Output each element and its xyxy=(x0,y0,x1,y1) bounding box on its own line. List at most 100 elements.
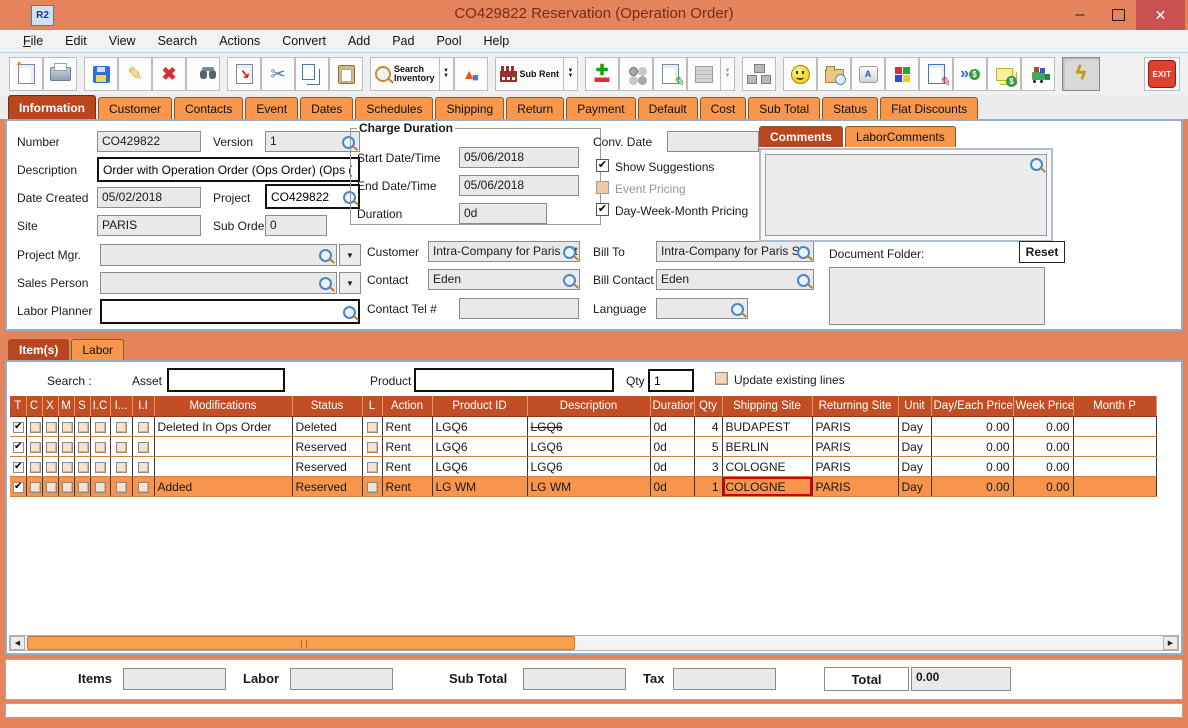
description-input[interactable] xyxy=(97,157,360,182)
product-input[interactable] xyxy=(414,368,614,392)
menu-convert[interactable]: Convert xyxy=(282,34,326,48)
shortcut-key-button[interactable]: A xyxy=(851,57,886,91)
cell-week-price[interactable]: 0.00 xyxy=(1013,416,1074,437)
cell-description[interactable]: LGQ6 xyxy=(527,436,651,457)
col-l[interactable]: L xyxy=(362,396,383,417)
row-checkbox-x[interactable] xyxy=(45,481,57,493)
print-button[interactable] xyxy=(43,57,77,91)
row-checkbox-s[interactable] xyxy=(77,481,89,493)
col-c[interactable]: C xyxy=(26,396,43,417)
menu-view[interactable]: View xyxy=(108,34,136,48)
delivery-truck-button[interactable] xyxy=(1021,57,1056,91)
language-field[interactable] xyxy=(656,298,748,319)
table-row[interactable]: Reserved Rent LGQ6 LGQ6 0d 3 COLOGNE PAR… xyxy=(10,456,1157,477)
menu-file[interactable]: File xyxy=(23,34,44,48)
customer-field[interactable]: Intra-Company for Paris Sit xyxy=(428,241,580,262)
tab-status[interactable]: Status xyxy=(822,97,879,119)
qty-input[interactable] xyxy=(648,369,694,392)
language-search-icon[interactable] xyxy=(731,303,1177,319)
bill-contact-search-icon[interactable] xyxy=(797,274,1177,290)
tab-shipping[interactable]: Shipping xyxy=(435,97,505,119)
table-row[interactable]: Deleted In Ops Order Deleted Rent LGQ6 L… xyxy=(10,416,1157,437)
scroll-right-button[interactable]: ▶ xyxy=(1163,636,1178,650)
contact-tel-field[interactable] xyxy=(459,298,579,319)
version-field[interactable]: 1 xyxy=(265,131,360,152)
cell-status[interactable]: Reserved xyxy=(292,456,363,477)
tab-customer[interactable]: Customer xyxy=(98,97,173,119)
row-checkbox-t[interactable] xyxy=(13,421,24,433)
sub-rent-dropdown[interactable]: ▼ ▼ xyxy=(564,57,579,91)
col-week-price[interactable]: Week Price xyxy=(1013,396,1074,417)
col-x[interactable]: X xyxy=(42,396,59,417)
row-checkbox-l[interactable] xyxy=(366,441,378,453)
cell-week-price[interactable]: 0.00 xyxy=(1013,436,1074,457)
cell-description[interactable]: LGQ6 xyxy=(527,456,651,477)
project-input[interactable] xyxy=(265,184,360,209)
row-checkbox-c[interactable] xyxy=(29,461,41,473)
menu-search[interactable]: Search xyxy=(157,34,198,48)
project-mgr-search-icon[interactable] xyxy=(319,249,1177,265)
row-checkbox-i[interactable] xyxy=(115,421,127,433)
tab-schedules[interactable]: Schedules xyxy=(355,97,434,119)
cell-product-id[interactable]: LGQ6 xyxy=(432,456,528,477)
cell-modifications[interactable]: Added xyxy=(154,476,293,497)
hierarchy-button[interactable] xyxy=(742,57,777,91)
contact-search-icon[interactable] xyxy=(563,274,1177,290)
cell-week-price[interactable]: 0.00 xyxy=(1013,476,1074,497)
cell-shipping-site-selected[interactable]: COLOGNE xyxy=(722,476,813,497)
row-checkbox-ic[interactable] xyxy=(94,441,106,453)
tab-payment[interactable]: Payment xyxy=(566,97,636,119)
bill-to-field[interactable]: Intra-Company for Paris Sit xyxy=(656,241,814,262)
tab-items[interactable]: Item(s) xyxy=(8,339,70,360)
cell-qty[interactable]: 5 xyxy=(694,436,723,457)
row-checkbox-c[interactable] xyxy=(29,481,41,493)
menu-actions[interactable]: Actions xyxy=(219,34,261,48)
labor-planner-input[interactable] xyxy=(100,299,360,324)
cell-day-each-price[interactable]: 0.00 xyxy=(931,476,1014,497)
row-checkbox-s[interactable] xyxy=(77,421,89,433)
cell-modifications[interactable] xyxy=(154,436,293,457)
tab-flat-discounts[interactable]: Flat Discounts xyxy=(880,97,979,119)
col-duration[interactable]: Duration xyxy=(650,396,695,417)
row-checkbox-x[interactable] xyxy=(45,441,57,453)
row-checkbox-s[interactable] xyxy=(77,441,89,453)
cell-duration[interactable]: 0d xyxy=(650,436,695,457)
cut-button[interactable]: ✂ xyxy=(261,57,295,91)
scroll-left-button[interactable]: ◀ xyxy=(10,636,25,650)
cell-shipping-site[interactable]: COLOGNE xyxy=(722,456,813,477)
menu-edit[interactable]: Edit xyxy=(65,34,87,48)
cell-returning-site[interactable]: PARIS xyxy=(812,416,899,437)
row-checkbox-ic[interactable] xyxy=(94,481,106,493)
cell-product-id[interactable]: LGQ6 xyxy=(432,416,528,437)
cell-month-price[interactable] xyxy=(1073,476,1157,497)
sales-person-dropdown[interactable]: ▼ xyxy=(339,272,361,294)
horizontal-scrollbar[interactable]: ◀ ▶ xyxy=(9,635,1179,651)
export-document-button[interactable]: ↘ xyxy=(227,57,261,91)
cell-returning-site[interactable]: PARIS xyxy=(812,456,899,477)
row-checkbox-l[interactable] xyxy=(366,481,378,493)
cell-month-price[interactable] xyxy=(1073,436,1157,457)
tab-information[interactable]: Information xyxy=(8,95,96,119)
project-mgr-field[interactable] xyxy=(100,244,337,266)
cell-day-each-price[interactable]: 0.00 xyxy=(931,416,1014,437)
cell-day-each-price[interactable]: 0.00 xyxy=(931,436,1014,457)
row-checkbox-i[interactable] xyxy=(115,441,127,453)
cell-action[interactable]: Rent xyxy=(382,476,433,497)
cell-status[interactable]: Reserved xyxy=(292,436,363,457)
bill-to-search-icon[interactable] xyxy=(797,246,1177,262)
add-remove-line-button[interactable]: ✚ ▬ xyxy=(585,57,620,91)
update-existing-lines-checkbox[interactable] xyxy=(715,372,728,385)
cell-action[interactable]: Rent xyxy=(382,456,433,477)
row-checkbox-t[interactable] xyxy=(13,441,24,453)
row-checkbox-ii[interactable] xyxy=(137,441,149,453)
col-ic[interactable]: I.C xyxy=(90,396,111,417)
edit-notes-button[interactable]: ✎ xyxy=(919,57,954,91)
comments-search-icon[interactable] xyxy=(1030,158,1043,174)
cell-qty[interactable]: 4 xyxy=(694,416,723,437)
menu-pool[interactable]: Pool xyxy=(436,34,462,48)
comments-textarea[interactable] xyxy=(765,154,1047,236)
inventory-blocks-button[interactable] xyxy=(885,57,920,91)
exit-button[interactable]: EXIT xyxy=(1144,57,1181,91)
tab-event[interactable]: Event xyxy=(245,97,299,119)
cell-unit[interactable]: Day xyxy=(898,416,932,437)
